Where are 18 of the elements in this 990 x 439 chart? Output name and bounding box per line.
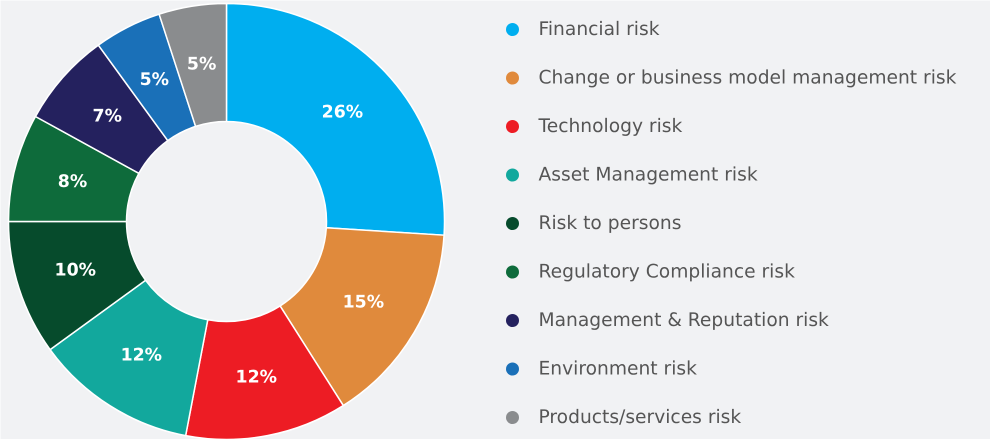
data-label: 15% xyxy=(342,292,384,312)
legend-label: Change or business model management risk xyxy=(538,68,957,88)
legend-label: Financial risk xyxy=(538,19,660,40)
legend-label: Asset Management risk xyxy=(538,164,758,186)
data-label: 10% xyxy=(54,260,96,281)
data-label: 5% xyxy=(186,54,216,74)
data-label: 5% xyxy=(140,70,170,90)
legend-label: Regulatory Compliance risk xyxy=(538,262,796,282)
legend-label: Management & Reputation risk xyxy=(538,310,830,331)
data-label: 7% xyxy=(92,106,122,126)
data-label: 26% xyxy=(322,102,364,123)
data-label: 12% xyxy=(120,346,162,366)
legend-label: Risk to persons xyxy=(538,213,682,234)
data-label: 12% xyxy=(236,368,278,388)
legend-label: Technology risk xyxy=(538,116,683,137)
data-label: 8% xyxy=(58,172,88,192)
legend-label: Environment risk xyxy=(538,358,698,380)
legend-label: Products/services risk xyxy=(538,407,742,428)
